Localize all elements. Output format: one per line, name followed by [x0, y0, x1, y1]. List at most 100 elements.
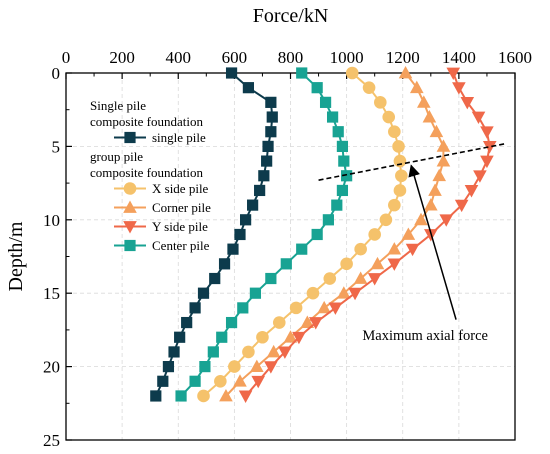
data-point	[353, 271, 368, 284]
data-point	[258, 170, 270, 182]
x-tick-label: 1200	[386, 48, 420, 67]
data-point	[262, 140, 274, 152]
data-point	[218, 258, 231, 270]
data-point	[240, 214, 252, 226]
data-point	[367, 273, 382, 286]
data-point	[405, 243, 420, 257]
data-point	[414, 212, 428, 226]
data-point	[428, 183, 442, 196]
data-point	[256, 330, 269, 344]
data-point	[225, 67, 238, 79]
annotation-label: Maximum axial force	[362, 328, 488, 344]
data-point	[317, 300, 331, 314]
legend-item: Center pile	[114, 238, 210, 253]
x-tick-label: 400	[166, 48, 192, 67]
y-tick-label: 0	[52, 64, 61, 83]
data-point	[197, 287, 210, 299]
y-tick-label: 15	[43, 284, 60, 303]
data-point	[247, 199, 259, 211]
data-point	[261, 155, 273, 167]
data-point	[308, 317, 323, 330]
legend-group-heading: Single pile	[90, 98, 146, 113]
data-point	[265, 96, 277, 108]
series-2	[219, 66, 451, 402]
legend-item: single pile	[114, 130, 206, 145]
data-point	[174, 331, 186, 343]
x-tick-label: 1000	[330, 48, 364, 67]
y-tick-label: 20	[43, 358, 60, 377]
y-tick-label: 10	[43, 211, 60, 230]
data-point	[480, 126, 494, 139]
series-3	[238, 67, 497, 403]
legend-swatch-marker	[123, 182, 137, 195]
data-point	[265, 126, 277, 138]
data-point	[388, 198, 401, 212]
legend-item: X side pile	[114, 181, 209, 196]
x-tick-label: 0	[62, 48, 71, 67]
data-point	[265, 272, 277, 285]
legend-label: X side pile	[152, 181, 209, 196]
data-point	[296, 67, 308, 79]
data-point	[362, 81, 376, 94]
data-point	[296, 243, 308, 255]
data-point	[387, 258, 402, 271]
data-point	[207, 346, 219, 358]
data-point	[432, 168, 447, 182]
legend-item: Y side pile	[114, 219, 208, 234]
data-point	[370, 256, 385, 270]
data-point	[345, 66, 359, 80]
y-axis-title: Depth/m	[5, 221, 27, 291]
data-point	[326, 111, 339, 123]
data-point	[374, 96, 387, 109]
data-point	[264, 361, 278, 374]
data-point	[452, 82, 466, 95]
data-point	[150, 390, 162, 402]
data-point	[336, 140, 349, 152]
data-point	[238, 390, 253, 403]
data-point	[300, 315, 315, 328]
legend-label: single pile	[152, 130, 206, 145]
data-point	[436, 139, 451, 152]
data-point	[283, 330, 298, 343]
y-tick-label: 5	[52, 137, 61, 156]
data-point	[382, 110, 396, 124]
data-point	[379, 213, 393, 227]
y-tick-label: 25	[43, 431, 60, 450]
annotation-arrow	[408, 164, 457, 320]
data-point	[409, 80, 424, 94]
data-point	[175, 390, 187, 402]
data-point	[233, 374, 247, 387]
data-point	[162, 361, 175, 373]
data-point	[338, 155, 350, 167]
data-point	[228, 360, 241, 373]
data-point	[328, 302, 343, 315]
data-point	[225, 316, 238, 329]
data-point	[311, 228, 323, 241]
data-point	[278, 346, 292, 359]
data-point	[227, 243, 239, 255]
data-point	[395, 169, 408, 183]
data-point	[181, 316, 193, 329]
data-point	[392, 140, 405, 153]
legend-swatch-marker	[124, 239, 136, 252]
data-point	[197, 389, 210, 403]
data-point	[189, 302, 201, 314]
x-axis-title: Force/kN	[253, 5, 329, 27]
data-point	[242, 345, 255, 359]
x-tick-label: 800	[278, 48, 304, 67]
legend-swatch-marker	[124, 131, 136, 144]
data-point	[416, 95, 431, 108]
data-point	[348, 287, 362, 301]
x-tick-label: 1600	[498, 48, 532, 67]
series-0	[150, 67, 278, 402]
data-point	[319, 96, 332, 108]
data-point	[250, 359, 264, 372]
legend-label: Center pile	[152, 238, 210, 253]
data-point	[216, 331, 228, 343]
data-point	[464, 185, 479, 198]
legend-swatch-marker	[123, 221, 137, 234]
data-point	[242, 82, 255, 94]
data-point	[189, 375, 201, 387]
data-point	[266, 111, 278, 123]
